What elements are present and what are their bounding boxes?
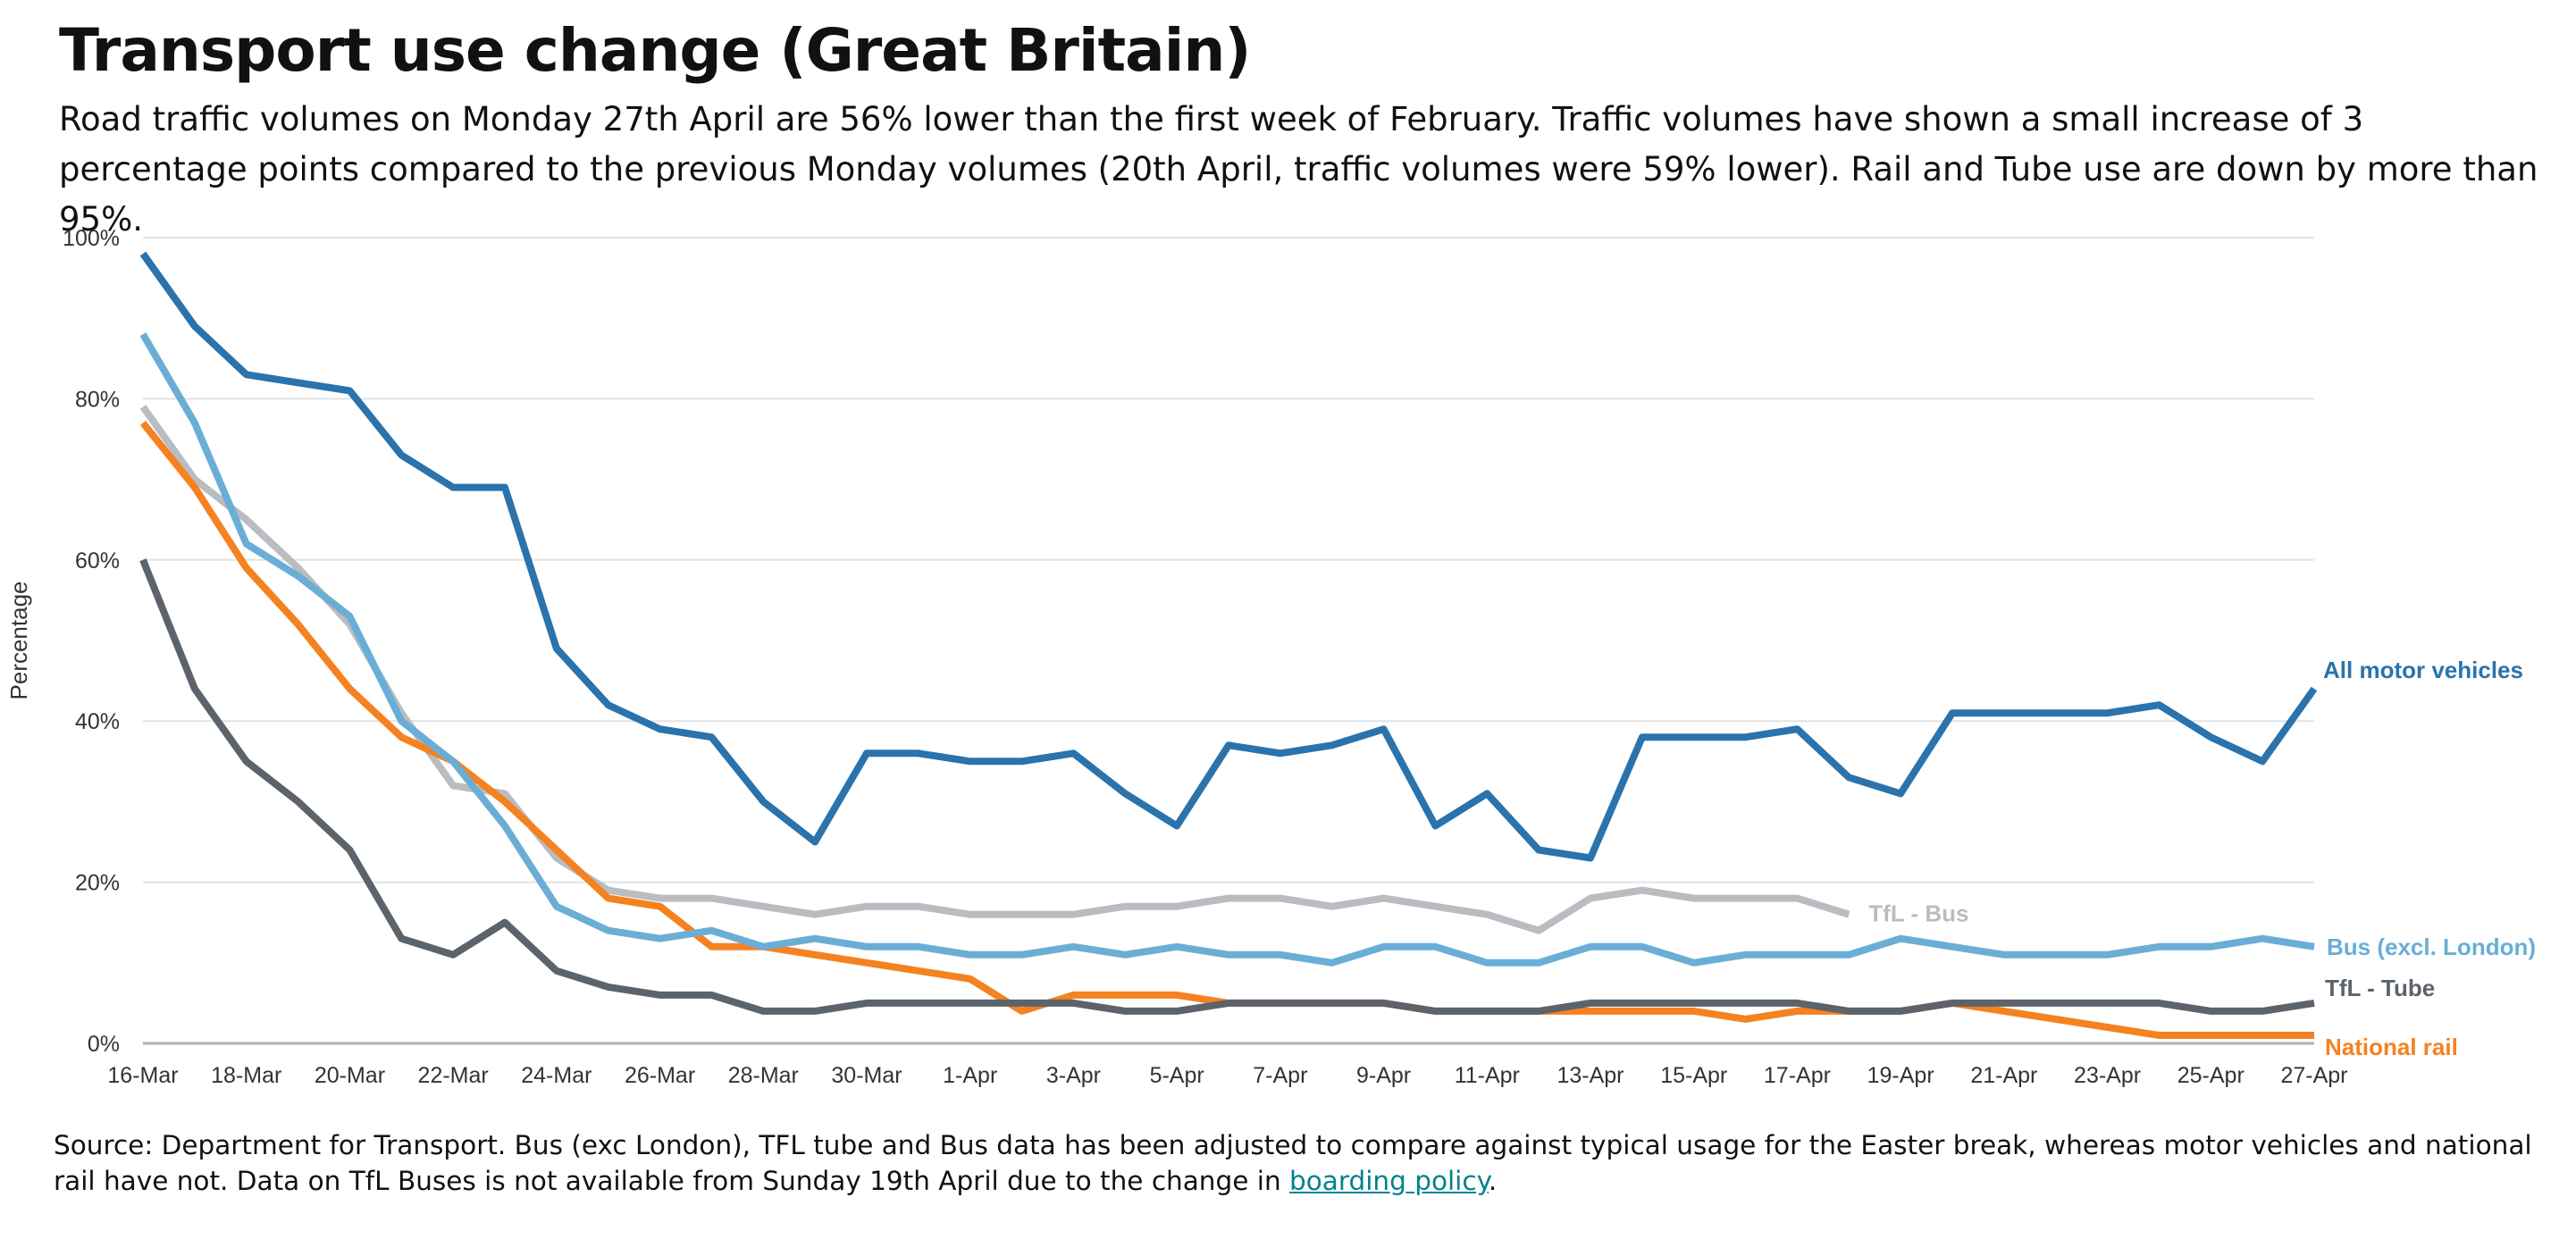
series-label-national-rail: National rail — [2325, 1034, 2458, 1060]
x-tick-label: 15-Apr — [1660, 1063, 1727, 1088]
series-label-tfl-bus: TfL - Bus — [1868, 900, 1968, 927]
y-tick-label: 20% — [75, 871, 120, 896]
x-tick-label: 5-Apr — [1150, 1063, 1204, 1088]
x-tick-label: 24-Mar — [521, 1063, 592, 1088]
x-tick-label: 18-Mar — [211, 1063, 281, 1088]
x-tick-label: 3-Apr — [1046, 1063, 1101, 1088]
chart-subtitle: Road traffic volumes on Monday 27th Apri… — [59, 100, 2538, 239]
series-label-all-motor-vehicles: All motor vehicles — [2323, 657, 2523, 683]
y-axis-label: Percentage — [5, 582, 32, 700]
x-tick-label: 30-Mar — [831, 1063, 902, 1088]
gridlines — [143, 237, 2314, 1045]
y-tick-label: 0% — [88, 1032, 120, 1057]
series-line-tfl-tube — [139, 558, 2315, 1015]
source-text: Source: Department for Transport. Bus (e… — [54, 1130, 2532, 1196]
y-tick-label: 60% — [75, 548, 120, 573]
x-tick-label: 23-Apr — [2074, 1063, 2141, 1088]
x-tick-label: 28-Mar — [728, 1063, 799, 1088]
x-tick-label: 26-Mar — [625, 1063, 695, 1088]
chart-title: Transport use change (Great Britain) — [59, 16, 1251, 85]
y-tick-label: 40% — [75, 709, 120, 734]
x-tick-label: 21-Apr — [1970, 1063, 2037, 1088]
x-tick-label: 13-Apr — [1557, 1063, 1624, 1088]
x-tick-label: 17-Apr — [1764, 1063, 1831, 1088]
series-line-all-motor-vehicles — [139, 251, 2318, 862]
x-tick-label: 1-Apr — [943, 1063, 997, 1088]
source-note: Source: Department for Transport. Bus (e… — [54, 1127, 2538, 1199]
series-label-tfl-tube: TfL - Tube — [2325, 975, 2435, 1001]
x-tick-label: 20-Mar — [315, 1063, 385, 1088]
x-tick-label: 11-Apr — [1455, 1063, 1520, 1088]
source-end: . — [1488, 1166, 1498, 1196]
x-axis-tick-labels: 16-Mar 18-Mar 20-Mar 22-Mar 24-Mar 26-Mar 28-M… — [107, 1063, 2347, 1088]
series-line-bus-excl-london — [139, 332, 2315, 967]
y-axis-tick-labels: 0% 20% 40% 60% 80% 100% — [63, 226, 120, 1057]
x-tick-label: 25-Apr — [2177, 1063, 2245, 1088]
y-tick-label: 100% — [63, 226, 120, 251]
x-tick-label: 7-Apr — [1253, 1063, 1307, 1088]
x-tick-label: 19-Apr — [1867, 1063, 1934, 1088]
series-labels: TfL - Bus National rail Bus (excl. London)… — [1868, 657, 2536, 1060]
boarding-policy-link[interactable]: boarding policy — [1289, 1166, 1489, 1196]
series-label-bus-excl-london: Bus (excl. London) — [2327, 933, 2536, 960]
line-chart: 0% 20% 40% 60% 80% 100% 16-Mar 18-Mar 20-Mar 22-… — [5, 226, 2536, 1088]
x-tick-label: 16-Mar — [107, 1063, 178, 1088]
x-tick-label: 27-Apr — [2280, 1063, 2347, 1088]
series-lines — [139, 251, 2318, 1039]
y-tick-label: 80% — [75, 387, 120, 412]
x-tick-label: 9-Apr — [1356, 1063, 1411, 1088]
x-tick-label: 22-Mar — [418, 1063, 489, 1088]
